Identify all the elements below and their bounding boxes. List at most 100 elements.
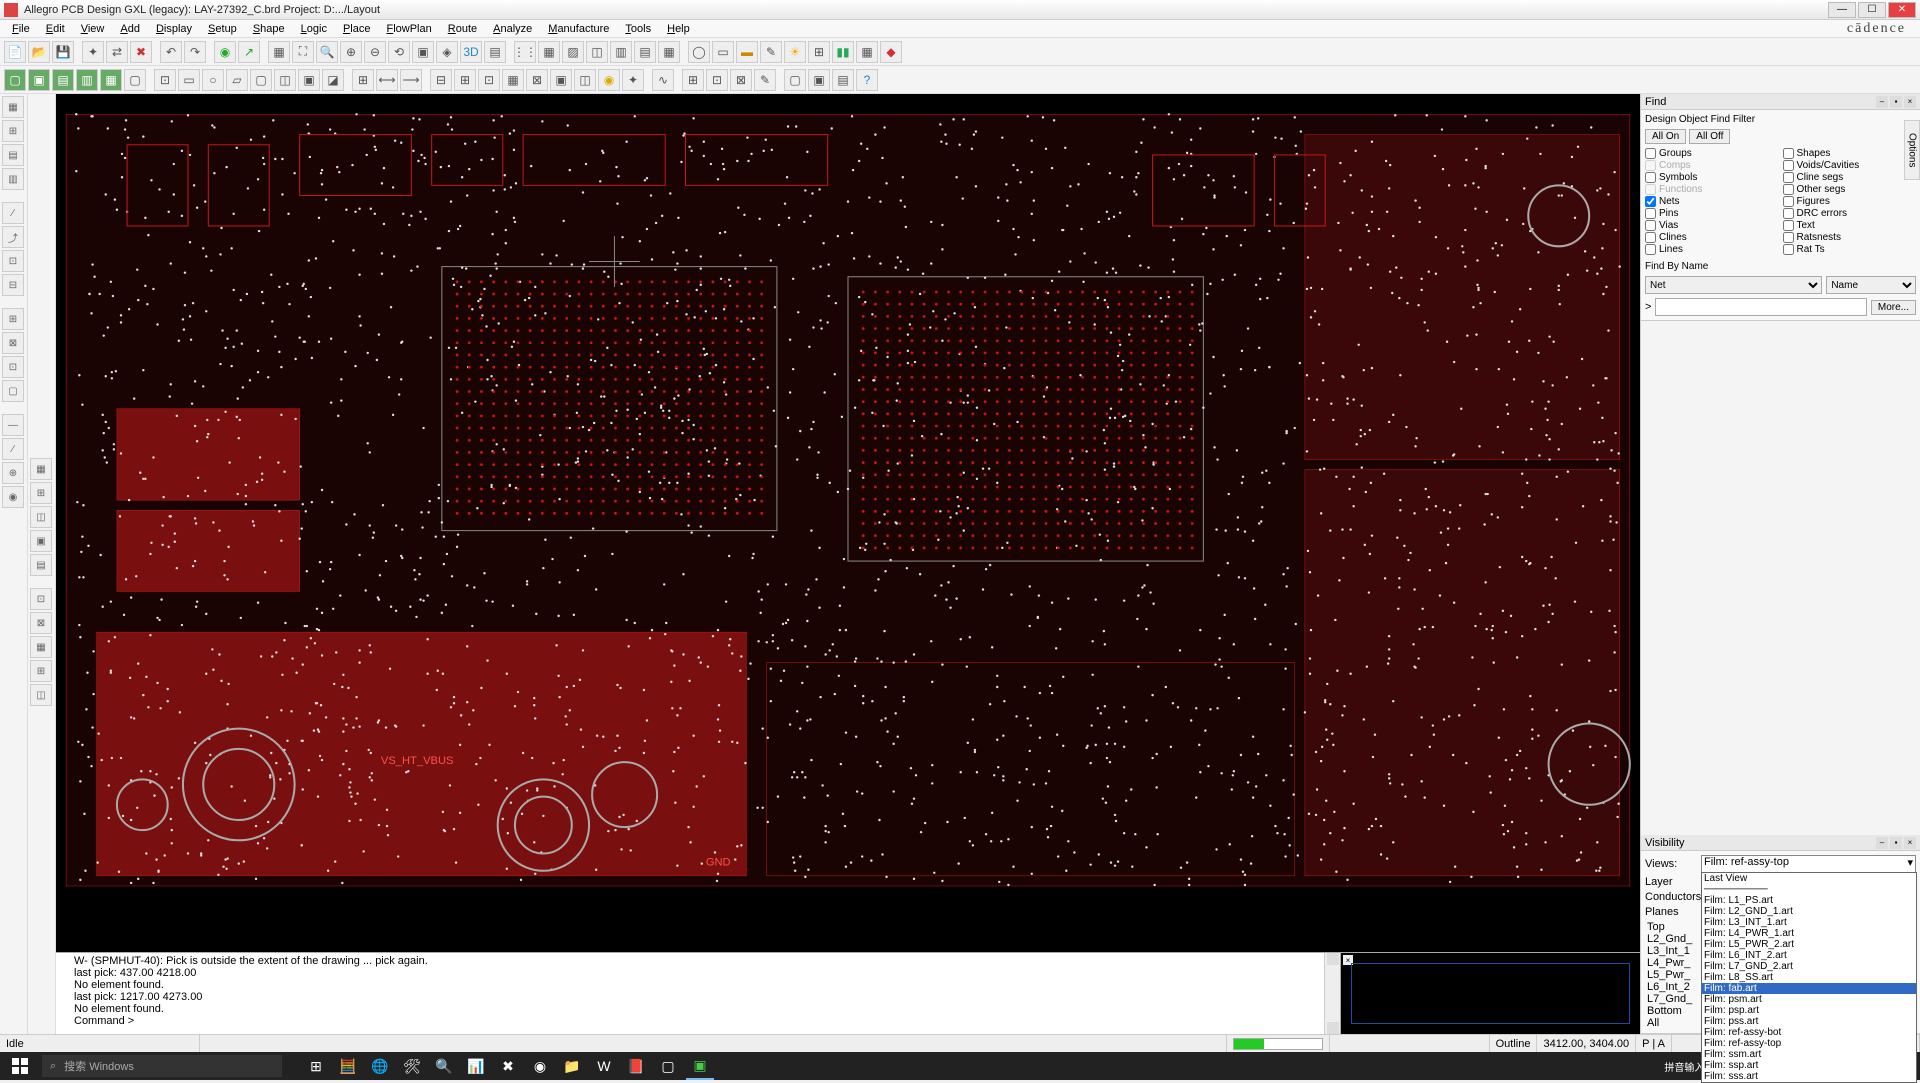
find-check-text[interactable]: Text — [1783, 220, 1917, 231]
app-icon[interactable]: 🔍 — [430, 1052, 458, 1080]
menu-display[interactable]: Display — [148, 23, 200, 35]
tool-icon[interactable]: ▤ — [484, 41, 506, 63]
views-option[interactable]: ───────── — [1702, 884, 1916, 895]
tool-icon[interactable]: ▦ — [502, 69, 524, 91]
tool-icon[interactable]: ⊠ — [2, 332, 24, 354]
zoom-icon[interactable]: 🔍 — [316, 41, 338, 63]
views-option[interactable]: Film: L5_PWR_2.art — [1702, 939, 1916, 950]
grid-icon[interactable]: ▦ — [268, 41, 290, 63]
views-option[interactable]: Film: ssp.art — [1702, 1060, 1916, 1071]
tool-icon[interactable]: ◫ — [574, 69, 596, 91]
find-check-othersegs[interactable]: Other segs — [1783, 184, 1917, 195]
tool-icon[interactable]: ▬ — [736, 41, 758, 63]
tool-icon[interactable]: — — [2, 414, 24, 436]
tool-icon[interactable]: ⊠ — [30, 612, 52, 634]
find-check-figures[interactable]: Figures — [1783, 196, 1917, 207]
find-check-clines[interactable]: Clines — [1645, 232, 1779, 243]
allegro-icon[interactable]: ▣ — [686, 1052, 714, 1080]
tool-icon[interactable]: ▤ — [2, 144, 24, 166]
zoom-out-icon[interactable]: ⊖ — [364, 41, 386, 63]
tool-icon[interactable]: ▭ — [712, 41, 734, 63]
find-check-ratsnests[interactable]: Ratsnests — [1783, 232, 1917, 243]
ime-label[interactable]: 拼音输入 — [1664, 1059, 1704, 1074]
tool-icon[interactable]: ⊞ — [30, 660, 52, 682]
views-option[interactable]: Film: L3_INT_1.art — [1702, 917, 1916, 928]
tool-icon[interactable]: ▢ — [2, 380, 24, 402]
tool-icon[interactable]: ⊞ — [454, 69, 476, 91]
app-icon[interactable]: 🛠 — [398, 1052, 426, 1080]
find-name-select[interactable]: Name — [1826, 276, 1916, 294]
tool-icon[interactable]: ▣ — [808, 69, 830, 91]
tool-icon[interactable]: ⊡ — [478, 69, 500, 91]
find-check-symbols[interactable]: Symbols — [1645, 172, 1779, 183]
tool-icon[interactable]: ◪ — [322, 69, 344, 91]
menu-tools[interactable]: Tools — [617, 23, 659, 35]
app-icon[interactable]: ✖ — [494, 1052, 522, 1080]
tool-icon[interactable]: ∿ — [652, 69, 674, 91]
tool-icon[interactable]: ⊟ — [430, 69, 452, 91]
start-button[interactable] — [0, 1052, 40, 1080]
options-tab[interactable]: Options — [1904, 120, 1920, 180]
find-check-vias[interactable]: Vias — [1645, 220, 1779, 231]
tool-icon[interactable]: ⇄ — [106, 41, 128, 63]
tool-icon[interactable]: ✦ — [82, 41, 104, 63]
save-icon[interactable]: 💾 — [52, 41, 74, 63]
tool-icon[interactable]: ▤ — [832, 69, 854, 91]
menu-manufacture[interactable]: Manufacture — [540, 23, 617, 35]
panel-minimize-icon[interactable]: – — [1876, 837, 1888, 849]
calculator-icon[interactable]: 🧮 — [334, 1052, 362, 1080]
panel-close-icon[interactable]: × — [1904, 96, 1916, 108]
tool-icon[interactable]: ⊞ — [30, 482, 52, 504]
menu-help[interactable]: Help — [659, 23, 698, 35]
tool-icon[interactable]: ⊡ — [2, 356, 24, 378]
tool-icon[interactable]: ▦ — [30, 458, 52, 480]
tool-icon[interactable]: ▦ — [30, 636, 52, 658]
views-option[interactable]: Film: L1_PS.art — [1702, 895, 1916, 906]
tool-icon[interactable]: ▦ — [2, 96, 24, 118]
pdf-icon[interactable]: 📕 — [622, 1052, 650, 1080]
tool-icon[interactable]: ▢ — [124, 69, 146, 91]
tool-icon[interactable]: ▥ — [2, 168, 24, 190]
tool-icon[interactable]: ◫ — [30, 506, 52, 528]
tool-icon[interactable]: ⊞ — [808, 41, 830, 63]
zoom-in-icon[interactable]: ⊕ — [340, 41, 362, 63]
panel-pin-icon[interactable]: ▪ — [1890, 837, 1902, 849]
minimize-button[interactable]: — — [1828, 2, 1856, 18]
zoom-prev-icon[interactable]: ⟲ — [388, 41, 410, 63]
views-option[interactable]: Film: ref-assy-top — [1702, 1038, 1916, 1049]
menu-shape[interactable]: Shape — [245, 23, 293, 35]
tool-icon[interactable]: ▢ — [4, 69, 26, 91]
views-option[interactable]: Film: ssm.art — [1702, 1049, 1916, 1060]
tool-icon[interactable]: ▣ — [412, 41, 434, 63]
tool-icon[interactable]: ▱ — [226, 69, 248, 91]
tool-icon[interactable]: ⊡ — [706, 69, 728, 91]
find-check-groups[interactable]: Groups — [1645, 148, 1779, 159]
worldview[interactable]: × — [1340, 953, 1640, 1034]
tool-icon[interactable]: ▥ — [610, 41, 632, 63]
tool-icon[interactable]: ⊞ — [2, 308, 24, 330]
tool-icon[interactable]: ◆ — [880, 41, 902, 63]
find-check-drcerrors[interactable]: DRC errors — [1783, 208, 1917, 219]
tool-icon[interactable]: ▥ — [76, 69, 98, 91]
tool-icon[interactable]: ⊞ — [682, 69, 704, 91]
tool-icon[interactable]: ▤ — [30, 554, 52, 576]
find-input[interactable] — [1655, 298, 1866, 316]
find-check-pins[interactable]: Pins — [1645, 208, 1779, 219]
views-option[interactable]: Film: sss.art — [1702, 1071, 1916, 1082]
maximize-button[interactable]: ☐ — [1858, 2, 1886, 18]
tool-icon[interactable]: ✎ — [754, 69, 776, 91]
tool-icon[interactable]: ▦ — [538, 41, 560, 63]
tool-icon[interactable]: ⊞ — [2, 120, 24, 142]
tool-icon[interactable]: ⟷ — [376, 69, 398, 91]
tool-icon[interactable]: ◉ — [214, 41, 236, 63]
tool-icon[interactable]: ∕ — [2, 202, 24, 224]
find-type-select[interactable]: Net — [1645, 276, 1822, 294]
views-select[interactable]: Film: ref-assy-top ▾ — [1701, 855, 1916, 873]
tool-icon[interactable]: ▣ — [550, 69, 572, 91]
menu-file[interactable]: File — [4, 23, 38, 35]
panel-close-icon[interactable]: × — [1904, 837, 1916, 849]
menu-logic[interactable]: Logic — [293, 23, 335, 35]
app-icon[interactable]: ▢ — [654, 1052, 682, 1080]
menu-route[interactable]: Route — [440, 23, 485, 35]
new-icon[interactable]: 📄 — [4, 41, 26, 63]
